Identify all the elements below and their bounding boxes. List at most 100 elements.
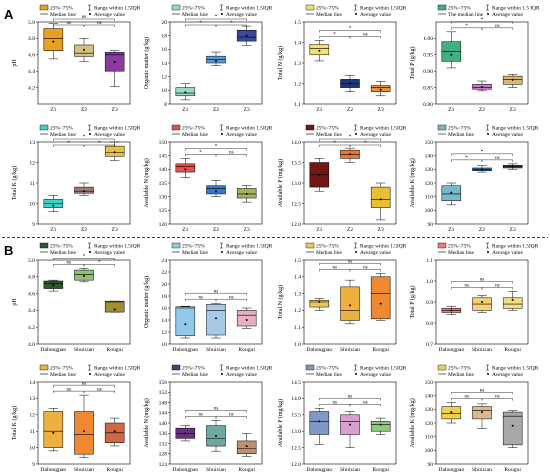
legend-mean-label: Average value [492,132,523,138]
significance-label: ns [363,33,368,38]
box-shuixian [206,304,226,336]
legend-mean-icon [221,13,223,15]
legend-mean-label: Average value [94,12,125,18]
y-tick-label: 135 [159,181,168,187]
y-tick-label: 12.5 [291,445,301,451]
mean-point [52,204,55,207]
significance-label: ns [97,387,102,392]
legend-range-icon [354,364,357,371]
legend-box-label: 25%~75% [182,244,205,250]
legend-mean-label: Average value [94,250,125,256]
y-tick-label: 1.1 [294,325,301,331]
legend-box-label: 25%~75% [448,366,471,372]
y-tick-label: 124 [159,462,168,468]
y-tick-label: 1.4 [294,40,301,46]
y-tick-label: 90 [427,462,433,468]
y-axis-label: Available K (mg/kg) [409,398,416,448]
significance-label: ns [214,289,219,294]
mean-point [83,274,85,277]
significance-label: * [67,141,70,146]
significance-bracket [53,18,115,21]
x-category-label: Z3 [510,227,516,233]
significance-bracket [215,24,247,27]
significance-label: * [98,261,101,266]
mean-point [113,61,116,64]
x-category-label: Z2 [347,107,353,113]
y-tick-label: 13 [29,396,35,402]
mean-point [113,430,116,433]
x-category-label: Z1 [50,107,56,113]
legend-range-icon [88,124,91,131]
legend-box-label: 25%~75% [50,366,73,372]
y-tick-label: 140 [159,421,168,427]
box-dahongpao [309,300,330,308]
y-tick-label: 13.5 [291,160,301,166]
y-axis-label: Available P (mg/kg) [277,159,284,207]
plot-frame [37,381,131,465]
mean-point [481,85,483,88]
legend-mean-icon [355,13,357,15]
chart-panel-8: 25%~75% Range within 1.5IQR Median line Ave… [409,124,539,233]
y-tick-label: 14 [161,61,167,67]
significance-bracket [349,404,381,407]
box-rougui [370,421,391,432]
chart-panel-9: 25%~75% Range within 1.5IQR Median line Ave… [12,242,141,353]
significance-bracket [481,159,513,162]
mean-point [245,319,248,321]
legend-mean-icon [89,251,91,253]
box-rougui [236,440,257,454]
legend-range-label: Range within 1.5IQR [94,244,141,250]
mean-point [450,411,453,414]
significance-bracket [349,144,381,147]
legend-mean-label: Average value [360,250,391,256]
significance-label: ns [214,407,219,412]
significance-bracket [53,258,115,261]
significance-label: ns [229,413,234,418]
legend-range-icon [354,242,357,249]
significance-bracket [215,154,247,157]
x-category-label: Shuixian [74,467,94,473]
y-tick-label: 4.6 [28,53,35,59]
legend-box-label: 25%~75% [50,126,73,132]
y-axis-label: Total P (g/kg) [409,285,416,318]
legend-median-label: Median line [316,250,343,256]
box-rougui [502,297,523,309]
legend-box-swatch [171,124,181,131]
x-category-label: Dahongpao [40,467,66,473]
box-shuixian [74,411,94,455]
legend-box-swatch [171,242,181,249]
significance-label: ns [464,395,469,400]
y-tick-label: 0.85 [423,85,433,91]
significance-label: * [465,156,468,161]
y-tick-label: 120 [425,181,434,187]
significance-bracket [349,36,381,39]
x-category-label: Rougui [504,467,521,473]
legend-box-swatch [171,4,181,11]
legend-box-label: 25%~75% [448,244,471,250]
y-tick-label: 22 [161,270,167,276]
mean-point [450,309,453,312]
y-tick-label: 4.6 [28,291,35,297]
plot-frame [37,21,131,105]
significance-bracket [83,144,115,147]
legend-range-label: Range within 1.5IQR [94,6,141,12]
x-category-label: Rougui [372,467,389,473]
y-axis-label: Total K (g/kg) [11,166,18,200]
y-tick-label: 1.2 [294,81,301,87]
y-tick-label: 18 [161,294,167,300]
y-tick-label: 24 [161,258,167,264]
section-letter-a: A [4,7,14,22]
significance-label: * [215,145,218,150]
x-category-label: Shuixian [206,467,226,473]
y-tick-label: 12 [161,330,167,336]
box-rougui [104,300,125,313]
legend-box-swatch [39,242,49,249]
section-letter-b: B [4,243,13,258]
y-tick-label: 14.5 [291,380,301,386]
significance-label: ns [82,15,87,20]
x-category-label: Shuixian [340,347,360,353]
y-tick-label: 150 [425,140,434,146]
legend-box-swatch [305,364,315,371]
x-category-label: Shuixian [74,347,94,353]
legend-range-label: Range within 1.5 IQR [492,6,540,12]
